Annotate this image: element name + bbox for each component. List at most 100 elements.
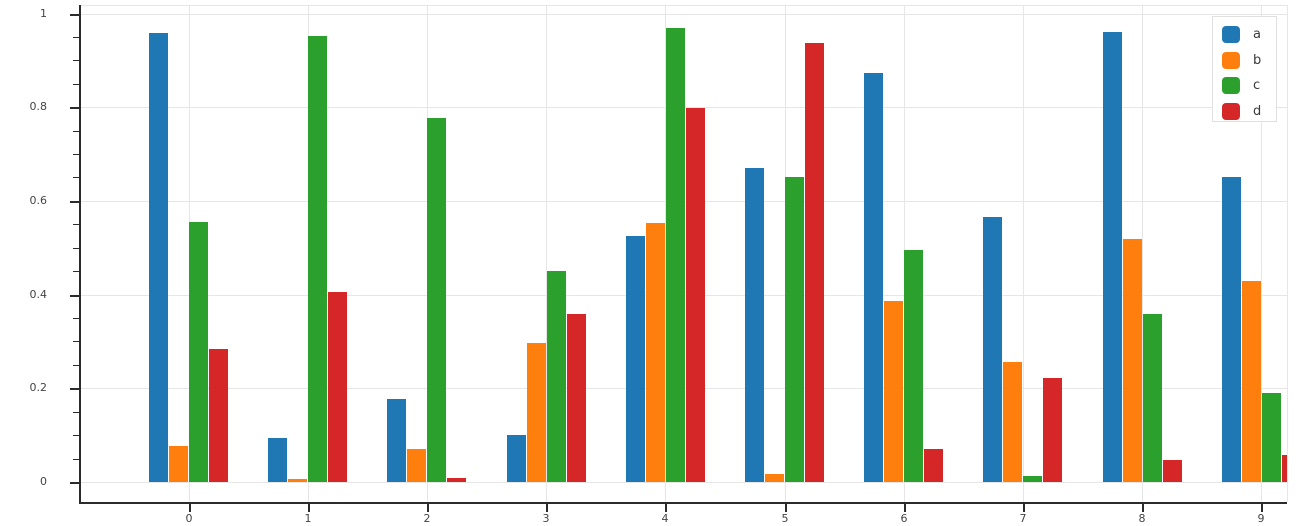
legend-entry-a: a: [1222, 26, 1276, 43]
bar-c-9: [1262, 393, 1281, 482]
bar-a-0: [149, 33, 168, 482]
legend-swatch-b: [1222, 51, 1240, 69]
y-tick-label: 0.4: [29, 288, 48, 301]
bar-c-3: [547, 271, 566, 482]
x-gridline: [546, 5, 547, 502]
y-tick: [70, 388, 80, 390]
legend-swatch-a: [1222, 26, 1240, 43]
y-tick-label: 0.8: [29, 100, 48, 113]
y-gridline: [80, 482, 1287, 483]
x-tick-label: 1: [304, 512, 312, 525]
bar-d-0: [209, 349, 228, 482]
x-tick: [665, 502, 667, 512]
bar-c-4: [666, 28, 685, 482]
y-minor-tick: [73, 177, 80, 178]
y-tick-label: 1: [40, 7, 47, 20]
bar-b-1: [288, 479, 307, 482]
bar-a-8: [1103, 32, 1122, 482]
bar-b-4: [646, 223, 665, 482]
x-gridline: [1142, 5, 1143, 502]
bar-d-5: [805, 43, 824, 482]
y-gridline: [80, 14, 1287, 15]
x-tick-label: 3: [542, 512, 550, 525]
y-minor-tick: [73, 224, 80, 225]
bar-d-4: [686, 108, 705, 482]
y-tick-label: 0.2: [29, 381, 48, 394]
y-axis-line: [79, 5, 81, 502]
bar-d-9: [1282, 455, 1287, 482]
x-gridline: [1261, 5, 1262, 502]
bar-b-0: [169, 446, 188, 482]
bar-a-6: [864, 73, 883, 482]
y-minor-tick: [73, 131, 80, 132]
x-tick: [1023, 502, 1025, 512]
bar-b-7: [1003, 362, 1022, 482]
bar-b-9: [1242, 281, 1261, 482]
bar-d-6: [924, 449, 943, 482]
x-tick: [546, 502, 548, 512]
bar-c-8: [1143, 314, 1162, 482]
x-tick-label: 4: [661, 512, 669, 525]
y-tick: [70, 14, 80, 16]
x-tick: [785, 502, 787, 512]
y-minor-tick: [73, 248, 80, 249]
y-tick-label: 0.6: [29, 194, 48, 207]
y-tick: [70, 201, 80, 203]
y-minor-tick: [73, 84, 80, 85]
y-minor-tick: [73, 341, 80, 342]
legend-swatch-c: [1222, 77, 1240, 94]
bar-b-5: [765, 474, 784, 482]
bar-a-1: [268, 438, 287, 482]
y-minor-tick: [73, 60, 80, 61]
x-gridline: [1023, 5, 1024, 502]
bar-b-6: [884, 301, 903, 482]
y-tick-label: 0: [40, 475, 47, 488]
y-minor-tick: [73, 154, 80, 155]
x-tick: [189, 502, 191, 512]
bar-a-9: [1222, 177, 1241, 482]
y-minor-tick: [73, 365, 80, 366]
x-gridline: [665, 5, 666, 502]
bar-c-7: [1023, 476, 1042, 482]
bar-a-4: [626, 236, 645, 482]
bar-d-7: [1043, 378, 1062, 482]
x-tick: [1261, 502, 1263, 512]
x-tick-label: 8: [1138, 512, 1146, 525]
plot-frame-right: [1287, 5, 1288, 502]
x-axis-line: [79, 502, 1287, 504]
bar-d-1: [328, 292, 347, 482]
x-tick: [308, 502, 310, 512]
y-tick: [70, 482, 80, 484]
bar-a-3: [507, 435, 526, 482]
bar-d-3: [567, 314, 586, 482]
bar-c-6: [904, 250, 923, 482]
bar-c-2: [427, 118, 446, 482]
legend-label-d: d: [1253, 103, 1262, 119]
y-tick: [70, 295, 80, 297]
bar-d-8: [1163, 460, 1182, 482]
bar-b-2: [407, 449, 426, 482]
x-tick-label: 2: [423, 512, 431, 525]
x-tick: [1142, 502, 1144, 512]
x-tick-label: 6: [900, 512, 908, 525]
y-minor-tick: [73, 271, 80, 272]
x-tick-label: 0: [185, 512, 193, 525]
x-tick-label: 9: [1257, 512, 1265, 525]
legend-swatch-d: [1222, 102, 1240, 120]
y-minor-tick: [73, 459, 80, 460]
legend-label-c: c: [1253, 78, 1261, 93]
x-tick: [427, 502, 429, 512]
y-minor-tick: [73, 412, 80, 413]
bar-c-5: [785, 177, 804, 482]
y-tick: [70, 107, 80, 109]
legend-label-b: b: [1253, 52, 1262, 68]
bar-a-7: [983, 217, 1002, 482]
legend-entry-c: c: [1222, 77, 1276, 94]
bar-c-0: [189, 222, 208, 482]
x-tick: [904, 502, 906, 512]
x-tick-label: 7: [1019, 512, 1027, 525]
legend-entry-b: b: [1222, 51, 1276, 69]
legend-entry-d: d: [1222, 102, 1276, 120]
